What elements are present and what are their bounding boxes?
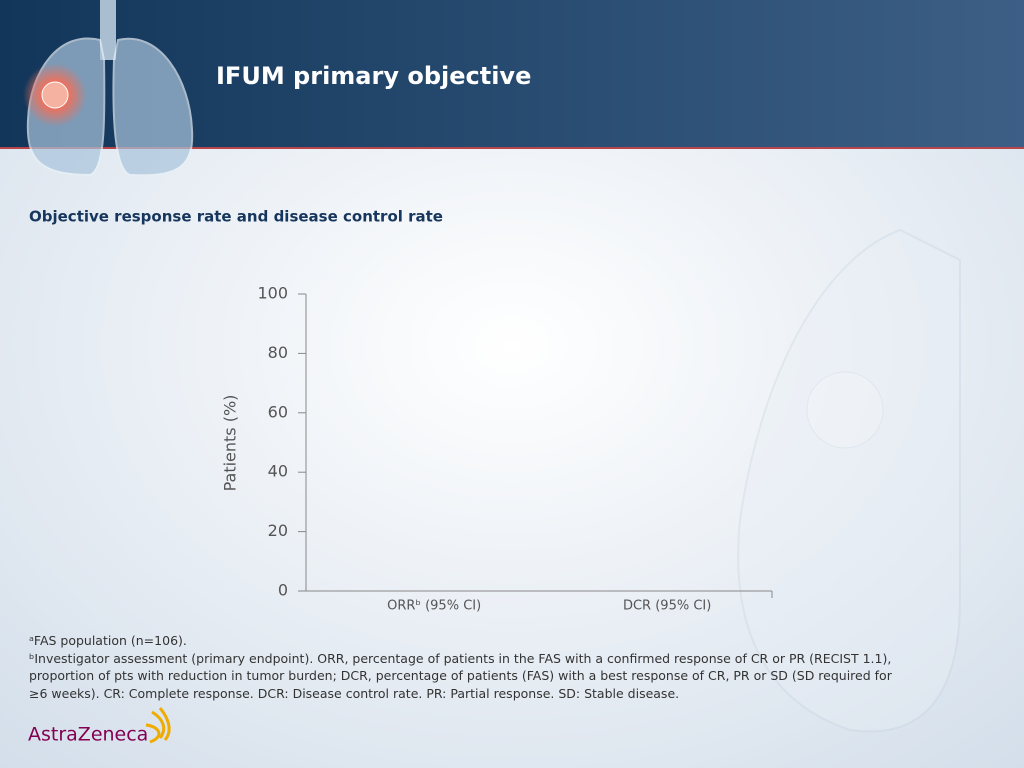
chart-subtitle: Objective response rate and disease cont… — [29, 208, 443, 226]
y-axis-label: Patients (%) — [221, 395, 240, 492]
y-tick-label: 0 — [278, 581, 288, 600]
x-tick-label: DCR (95% CI) — [623, 599, 711, 614]
logo-text: AstraZeneca — [28, 724, 148, 746]
footnotes: ᵃFAS population (n=106). ᵇInvestigator as… — [29, 632, 899, 702]
y-tick-label: 60 — [268, 402, 288, 421]
background-lung — [737, 228, 961, 733]
x-tick-label: ORRᵇ (95% CI) — [387, 599, 481, 614]
footnote: ᵇInvestigator assessment (primary endpoi… — [29, 650, 892, 701]
y-tick-label: 100 — [257, 284, 288, 303]
logo-icon — [145, 707, 171, 744]
slide-title: IFUM primary objective — [216, 62, 531, 90]
y-tick-label: 40 — [268, 462, 288, 481]
lung-illustration — [23, 0, 194, 177]
y-tick-label: 80 — [268, 343, 288, 362]
header-rule — [0, 147, 1024, 149]
y-tick-label: 20 — [268, 521, 288, 540]
footnote: ᵃFAS population (n=106). — [29, 633, 187, 648]
